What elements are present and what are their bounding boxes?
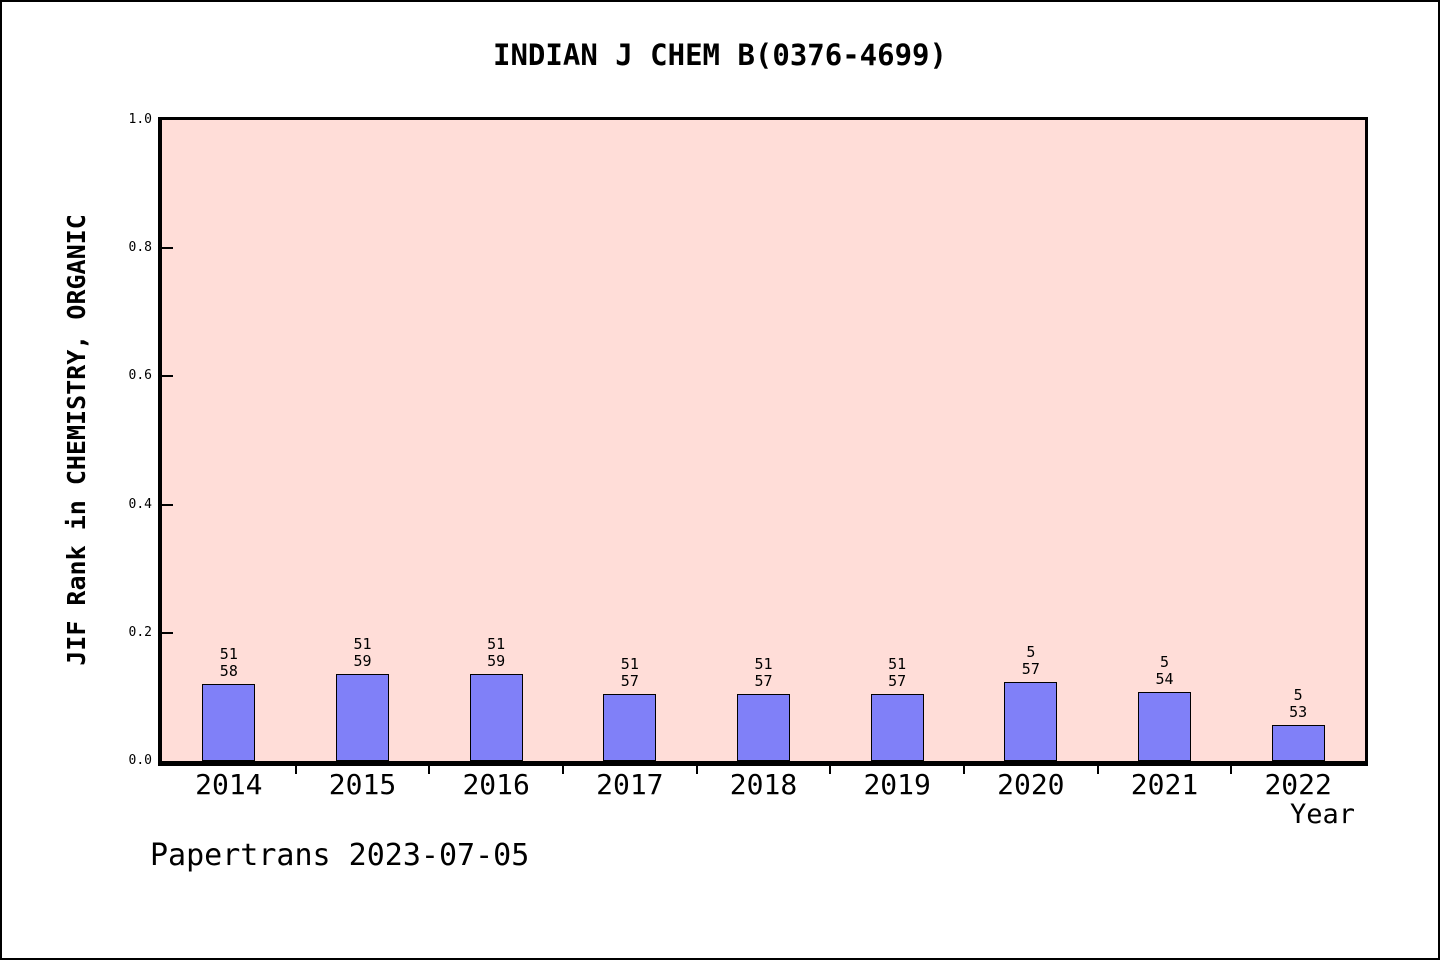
bar-label-2015: 51 59 <box>296 636 430 670</box>
bar-2022 <box>1271 725 1325 761</box>
x-tick-mark-3 <box>562 766 564 774</box>
bar-label-denominator: 57 <box>888 672 907 690</box>
y-tick-label-0.6: 0.6 <box>128 368 152 384</box>
x-tick-label-2022: 2022 <box>1264 768 1332 801</box>
x-tick-mark-6 <box>963 766 965 774</box>
y-tick-label-0.0: 0.0 <box>128 753 152 768</box>
x-tick-mark-1 <box>294 766 297 774</box>
bar-label-numerator: 51 <box>353 635 372 653</box>
bar-2015 <box>336 674 389 761</box>
bar-label-denominator: 57 <box>754 672 773 690</box>
x-tick-mark-2 <box>428 766 431 774</box>
bar-2019 <box>870 694 924 761</box>
bar-2020 <box>1004 682 1058 761</box>
bar-2016 <box>469 674 523 761</box>
x-tick-mark-8 <box>1230 766 1233 774</box>
x-tick-label-2019: 2019 <box>863 768 931 801</box>
bar-2021 <box>1138 692 1191 761</box>
bar-label-2014: 51 58 <box>162 646 296 680</box>
bar-2014 <box>202 684 256 761</box>
x-tick-label-2018: 2018 <box>729 768 798 801</box>
bar-label-denominator: 54 <box>1155 670 1174 688</box>
y-axis-title-text: JIF Rank in CHEMISTRY, ORGANIC <box>62 214 91 666</box>
x-tick-label-2021: 2021 <box>1130 768 1199 801</box>
bar-label-denominator: 53 <box>1289 703 1308 721</box>
x-tick-label-2015: 2015 <box>328 768 397 801</box>
chart-title: INDIAN J CHEM B(0376-4699) <box>493 38 947 72</box>
x-tick-label-2017: 2017 <box>596 768 664 801</box>
y-tick-label-1.0: 1.0 <box>128 112 152 127</box>
bar-label-2019: 51 57 <box>830 656 964 690</box>
bar-label-numerator: 51 <box>754 655 773 673</box>
bar-label-numerator: 5 <box>1293 686 1303 704</box>
bar-label-numerator: 51 <box>219 645 238 663</box>
bar-label-denominator: 59 <box>487 652 506 670</box>
bar-label-numerator: 51 <box>487 635 506 653</box>
bar-label-numerator: 51 <box>620 655 639 673</box>
y-tick-mark-0.8 <box>162 247 173 250</box>
bar-label-numerator: 5 <box>1159 653 1169 671</box>
bar-label-numerator: 51 <box>888 655 907 673</box>
x-tick-label-2020: 2020 <box>997 768 1065 801</box>
y-tick-label-0.2: 0.2 <box>128 624 152 640</box>
bar-2017 <box>603 694 657 761</box>
y-tick-mark-0.4 <box>162 503 173 506</box>
x-tick-label-2014: 2014 <box>195 768 263 801</box>
bar-label-2016: 51 59 <box>429 636 563 670</box>
y-tick-label-0.8: 0.8 <box>128 240 152 256</box>
y-tick-mark-0.6 <box>162 375 173 378</box>
x-axis-title: Year <box>1289 799 1355 830</box>
bar-label-2020: 5 57 <box>964 644 1098 678</box>
bar-label-denominator: 57 <box>620 672 639 690</box>
bar-label-denominator: 57 <box>1021 660 1040 678</box>
bar-label-numerator: 5 <box>1026 643 1036 661</box>
x-tick-mark-7 <box>1096 766 1099 774</box>
x-tick-mark-5 <box>829 766 832 774</box>
y-tick-mark-0.2 <box>162 631 173 634</box>
bar-2018 <box>737 694 790 761</box>
bar-label-denominator: 58 <box>219 662 238 680</box>
bar-label-denominator: 59 <box>353 652 372 670</box>
bar-label-2022: 5 53 <box>1231 687 1365 721</box>
x-tick-mark-4 <box>695 766 698 774</box>
bar-label-2021: 5 54 <box>1098 654 1232 688</box>
bar-label-2017: 51 57 <box>563 656 697 690</box>
watermark-text: Papertrans 2023-07-05 <box>150 838 530 873</box>
bar-label-2018: 51 57 <box>697 656 831 690</box>
y-tick-label-0.4: 0.4 <box>128 496 152 512</box>
plot-area: 51 58 51 59 51 59 51 57 51 57 51 57 5 57 5 54 5 53 <box>158 117 1368 766</box>
x-tick-label-2016: 2016 <box>462 768 530 801</box>
